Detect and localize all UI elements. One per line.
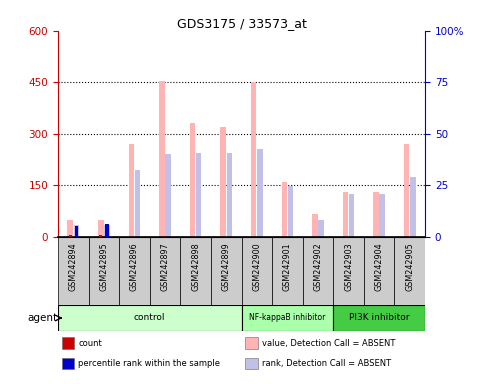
Text: GSM242894: GSM242894 bbox=[69, 242, 78, 291]
Bar bbox=[380, 194, 385, 237]
Bar bbox=[99, 235, 102, 237]
Bar bbox=[73, 225, 79, 237]
Bar bbox=[220, 127, 226, 237]
Bar bbox=[395, 237, 425, 305]
Bar bbox=[135, 170, 140, 237]
Bar bbox=[75, 227, 78, 237]
Bar bbox=[312, 214, 318, 237]
Text: GSM242903: GSM242903 bbox=[344, 242, 353, 291]
Bar bbox=[343, 192, 348, 237]
Bar bbox=[165, 154, 171, 237]
Bar bbox=[105, 224, 109, 237]
Bar bbox=[245, 358, 258, 369]
Text: GSM242900: GSM242900 bbox=[252, 242, 261, 291]
Bar bbox=[119, 237, 150, 305]
Bar bbox=[349, 194, 355, 237]
Bar bbox=[282, 182, 287, 237]
Text: control: control bbox=[134, 313, 166, 323]
Bar bbox=[333, 237, 364, 305]
Bar bbox=[68, 220, 73, 237]
Text: value, Detection Call = ABSENT: value, Detection Call = ABSENT bbox=[262, 339, 395, 348]
Text: GSM242895: GSM242895 bbox=[99, 242, 108, 291]
Title: GDS3175 / 33573_at: GDS3175 / 33573_at bbox=[177, 17, 306, 30]
Bar bbox=[104, 225, 110, 237]
Bar bbox=[98, 220, 103, 237]
Text: GSM242899: GSM242899 bbox=[222, 242, 231, 291]
Bar bbox=[373, 192, 379, 237]
Bar bbox=[251, 82, 256, 237]
Text: NF-kappaB inhibitor: NF-kappaB inhibitor bbox=[249, 313, 326, 323]
Bar bbox=[88, 237, 119, 305]
Bar bbox=[333, 305, 425, 331]
Bar bbox=[303, 237, 333, 305]
Bar bbox=[196, 152, 201, 237]
Bar bbox=[242, 305, 333, 331]
Text: GSM242904: GSM242904 bbox=[375, 242, 384, 291]
Text: GSM242905: GSM242905 bbox=[405, 242, 414, 291]
Bar bbox=[288, 186, 293, 237]
Bar bbox=[227, 152, 232, 237]
Bar bbox=[272, 237, 303, 305]
Bar bbox=[58, 237, 88, 305]
Text: GSM242897: GSM242897 bbox=[160, 242, 170, 291]
Bar bbox=[257, 149, 263, 237]
Bar bbox=[190, 123, 195, 237]
Text: GSM242896: GSM242896 bbox=[130, 242, 139, 291]
Text: GSM242901: GSM242901 bbox=[283, 242, 292, 291]
Bar bbox=[62, 358, 74, 369]
Text: count: count bbox=[78, 339, 102, 348]
Bar bbox=[404, 144, 410, 237]
Text: PI3K inhibitor: PI3K inhibitor bbox=[349, 313, 410, 323]
Text: GSM242902: GSM242902 bbox=[313, 242, 323, 291]
Bar bbox=[150, 237, 180, 305]
Bar bbox=[364, 237, 395, 305]
Bar bbox=[410, 177, 415, 237]
Bar bbox=[180, 237, 211, 305]
Text: rank, Detection Call = ABSENT: rank, Detection Call = ABSENT bbox=[262, 359, 391, 368]
Bar bbox=[318, 220, 324, 237]
Bar bbox=[245, 338, 258, 349]
Bar bbox=[128, 144, 134, 237]
Bar bbox=[69, 235, 72, 237]
Text: percentile rank within the sample: percentile rank within the sample bbox=[78, 359, 220, 368]
Bar bbox=[242, 237, 272, 305]
Bar bbox=[211, 237, 242, 305]
Text: GSM242898: GSM242898 bbox=[191, 242, 200, 291]
Bar bbox=[58, 305, 242, 331]
Text: agent: agent bbox=[27, 313, 57, 323]
Bar bbox=[159, 81, 165, 237]
Bar bbox=[62, 338, 74, 349]
